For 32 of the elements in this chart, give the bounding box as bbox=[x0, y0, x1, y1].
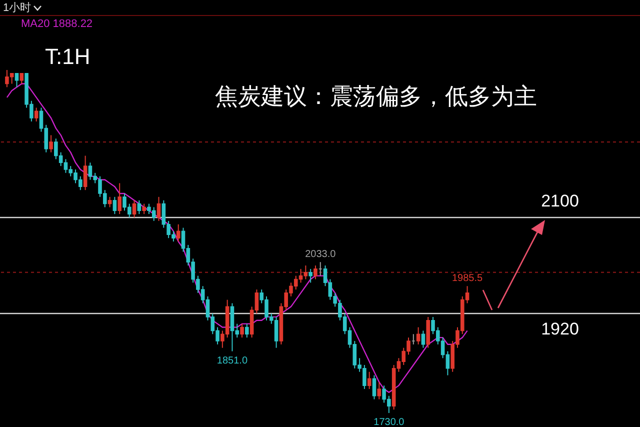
text: 1920 bbox=[541, 320, 579, 339]
candlestick bbox=[49, 134, 53, 153]
candlestick bbox=[108, 196, 112, 208]
annotation: 1985.5 bbox=[452, 273, 484, 284]
candlestick bbox=[377, 382, 382, 400]
annotation: 1730.0 bbox=[374, 417, 405, 427]
candlestick bbox=[314, 265, 318, 280]
candlestick bbox=[142, 203, 146, 215]
text: 1小时 bbox=[3, 2, 32, 14]
text: 2100 bbox=[541, 191, 579, 210]
candlestick bbox=[112, 196, 117, 215]
candlestick bbox=[421, 330, 426, 348]
text: 焦炭建议：震荡偏多，低多为主 bbox=[215, 82, 537, 111]
candlestick bbox=[132, 200, 136, 218]
candlestick bbox=[14, 72, 19, 88]
candlestick bbox=[137, 200, 142, 215]
candlestick bbox=[372, 374, 376, 400]
annotation: 1851.0 bbox=[216, 355, 248, 366]
candlestick bbox=[20, 72, 24, 84]
candlestick bbox=[367, 371, 372, 390]
candlestick bbox=[156, 196, 161, 222]
candlestick bbox=[240, 323, 244, 338]
annotation: 2033.0 bbox=[305, 249, 336, 260]
text: MA20 1888.22 bbox=[21, 18, 93, 30]
candlestick bbox=[308, 268, 312, 284]
candlestick bbox=[34, 107, 38, 122]
candlestick bbox=[416, 326, 420, 345]
candlestick bbox=[83, 155, 88, 191]
chart-title: T:1H bbox=[45, 44, 90, 70]
candlestick bbox=[245, 323, 249, 338]
candlestick bbox=[176, 224, 180, 242]
candlestick bbox=[118, 182, 122, 215]
